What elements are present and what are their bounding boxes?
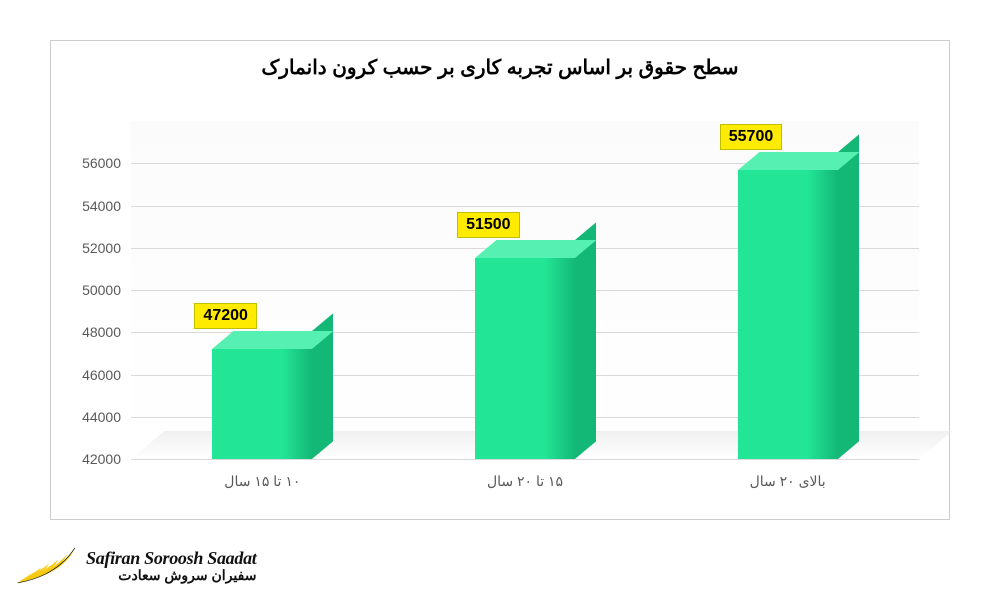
y-tick-label: 44000 [82, 409, 131, 425]
bar: 47200 [212, 349, 312, 459]
y-tick-label: 56000 [82, 155, 131, 171]
x-category-label: ۱۰ تا ۱۵ سال [224, 459, 300, 490]
y-tick-label: 54000 [82, 198, 131, 214]
x-category-label: ۱۵ تا ۲۰ سال [487, 459, 563, 490]
bar-front [475, 258, 575, 459]
brand-logo: Safiran Soroosh Saadat سفیران سروش سعادت [10, 540, 256, 592]
y-tick-label: 52000 [82, 240, 131, 256]
y-tick-label: 46000 [82, 367, 131, 383]
data-label: 55700 [720, 124, 783, 150]
logo-text-en: Safiran Soroosh Saadat [86, 549, 256, 568]
y-tick-label: 42000 [82, 451, 131, 467]
bar-front [212, 349, 312, 459]
chart-container: سطح حقوق بر اساس تجربه کاری بر حسب کرون … [50, 40, 950, 520]
bar: 55700 [738, 170, 838, 459]
bar-front [738, 170, 838, 459]
data-label: 47200 [194, 303, 257, 329]
chart-title: سطح حقوق بر اساس تجربه کاری بر حسب کرون … [51, 41, 949, 90]
logo-text-fa: سفیران سروش سعادت [86, 568, 256, 583]
bars-group: 47200 51500 55700 [131, 121, 919, 459]
wing-icon [10, 540, 80, 592]
y-tick-label: 50000 [82, 282, 131, 298]
bar-side [575, 223, 596, 459]
bar-top [738, 152, 859, 170]
logo-text: Safiran Soroosh Saadat سفیران سروش سعادت [86, 549, 256, 583]
bar: 51500 [475, 258, 575, 459]
bar-side [838, 134, 859, 459]
y-tick-label: 48000 [82, 324, 131, 340]
x-category-label: بالای ۲۰ سال [750, 459, 826, 490]
plot-area: 472005150055700 420004400046000480005000… [131, 121, 919, 459]
data-label: 51500 [457, 212, 520, 238]
